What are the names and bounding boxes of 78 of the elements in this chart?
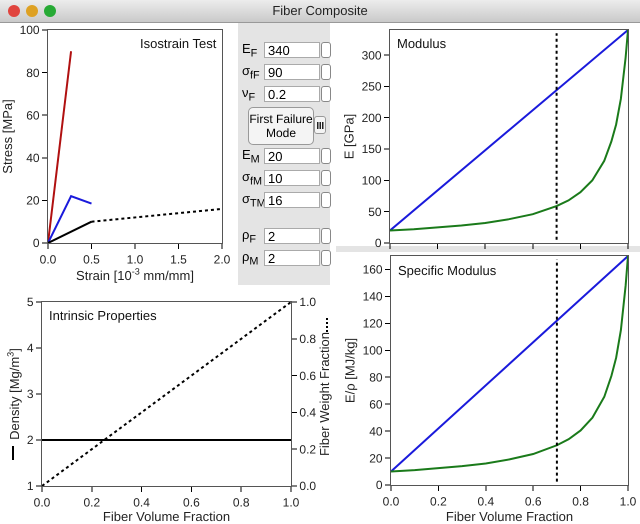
x-tick-label: 1.0 [126,252,144,266]
text: E$_{F}$ [242,40,258,60]
y-tick-label: 100 [362,174,382,188]
text: ν$_{F}$ [242,84,256,104]
text: 90 [264,64,320,80]
x-tick-label: 0.8 [572,494,590,508]
x-tick-label: 0.6 [524,494,542,508]
x-tick-label: 0.0 [34,495,51,510]
text: σ$_{fM}$ [242,168,264,188]
y-tick-label: 200 [362,110,382,125]
x-tick-label: 0.4 [133,495,150,510]
y-tick-label: 40 [369,424,383,438]
y-tick-label: 150 [362,142,382,156]
y2-tick-label: 0.0 [299,479,316,494]
x-axis-title: Strain [10$^{-3}$ mm/mm] [76,266,194,283]
x-tick-label: 0.8 [232,495,250,510]
y-tick-label: 20 [369,451,383,466]
y-tick-label: 3 [26,387,34,402]
text: Fiber Composite [0,0,640,23]
y2-tick-label: 0.4 [299,406,316,420]
y-tick-label: 80 [26,66,40,80]
y-tick-label: 250 [362,80,382,94]
x-tick-label: 1.5 [170,252,188,266]
y-tick-label: 80 [369,370,383,384]
y-tick-label: 140 [362,290,383,304]
text: Isostrain Test [140,36,217,51]
text: 340 [264,42,320,58]
y-tick-label: 100 [20,23,40,38]
text: ρ$_{M}$ [242,248,260,268]
x-tick-label: 0.6 [183,495,200,510]
x-tick-label: 0.2 [430,494,448,508]
text: 0.2 [264,86,320,102]
y-axis-title: E [GPa] [342,114,357,160]
y-tick-label: 120 [362,316,383,331]
x-tick-label: 0.0 [382,494,400,508]
x-tick-label: 1.0 [282,495,300,510]
text: 20 [264,148,320,164]
y2-tick-label: 1.0 [299,295,316,310]
x-tick-label: 0.5 [83,252,100,266]
y-tick-label: 2 [26,433,34,448]
text: 2 [264,250,320,266]
x-tick-label: 0.0 [40,252,57,266]
y-tick-label: 300 [362,48,382,62]
text: Intrinsic Properties [49,308,158,323]
y-tick-label: 0 [32,236,40,250]
y-tick-label: 20 [26,194,40,208]
y-tick-label: 60 [26,108,40,122]
text: Modulus [397,36,447,51]
text: ρ$_{F}$ [242,226,258,246]
x-tick-label: 0.2 [83,495,100,510]
x-axis-title: Fiber Volume Fraction [102,509,230,524]
y-tick-label: 100 [362,343,383,358]
text: E$_{M}$ [242,146,261,166]
y2-tick-label: 0.2 [299,442,316,456]
text: σ$_{fF}$ [242,62,261,82]
y-axis-title: E/ρ [MJ/kg] [342,338,358,404]
y2-tick-label: 0.8 [299,332,316,346]
y-tick-label: 5 [26,295,34,310]
y-tick-label: 40 [26,151,40,165]
x-tick-label: 0.4 [477,494,494,508]
x-axis-title: Fiber Volume Fraction [446,509,574,524]
y-tick-label: 4 [26,341,34,356]
text: 2 [264,228,320,244]
text: First Failure Mode [248,107,314,145]
y-tick-label: 0 [374,236,382,250]
text: 10 [264,170,320,186]
y-tick-label: 160 [362,262,383,277]
x-tick-label: 2.0 [214,252,231,266]
y-tick-label: 0 [376,478,383,492]
y2-tick-label: 0.6 [299,368,316,383]
y2-axis-title: Fiber Weight Fraction [317,332,332,456]
x-tick-label: 1.0 [620,494,637,508]
y-axis-title: Stress [MPa] [0,99,15,174]
y-tick-label: 60 [369,397,383,412]
y-tick-label: 1 [26,479,34,494]
text: 16 [264,192,320,208]
text: Specific Modulus [398,263,497,278]
y-tick-label: 50 [368,204,382,219]
